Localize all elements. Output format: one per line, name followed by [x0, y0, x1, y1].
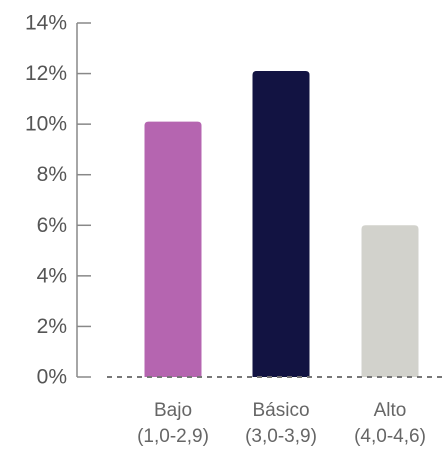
y-axis-ticks: 0% 2% 4% 6% 8% 10% 12% 14%: [25, 12, 91, 389]
y-tick-label: 4%: [37, 264, 67, 287]
bar: [252, 71, 310, 378]
bar: [361, 225, 419, 377]
y-tick-label: 10%: [25, 113, 67, 136]
category-label: Básico: [252, 400, 309, 421]
bar: [144, 121, 202, 377]
y-tick-label: 0%: [37, 366, 67, 389]
y-tick-label: 8%: [37, 163, 67, 186]
y-tick-label: 14%: [25, 12, 67, 35]
category-range-label: (3,0-3,9): [245, 426, 317, 447]
y-tick-label: 12%: [25, 62, 67, 85]
category-labels: Bajo (1,0-2,9) Básico (3,0-3,9) Alto (4,0-4,6…: [137, 400, 426, 447]
category-label: Alto: [374, 400, 407, 421]
y-tick-label: 6%: [37, 214, 67, 237]
category-range-label: (4,0-4,6): [354, 426, 426, 447]
y-tick-label: 2%: [37, 315, 67, 338]
category-range-label: (1,0-2,9): [137, 426, 209, 447]
bars-group: [144, 71, 419, 378]
category-label: Bajo: [154, 400, 192, 421]
